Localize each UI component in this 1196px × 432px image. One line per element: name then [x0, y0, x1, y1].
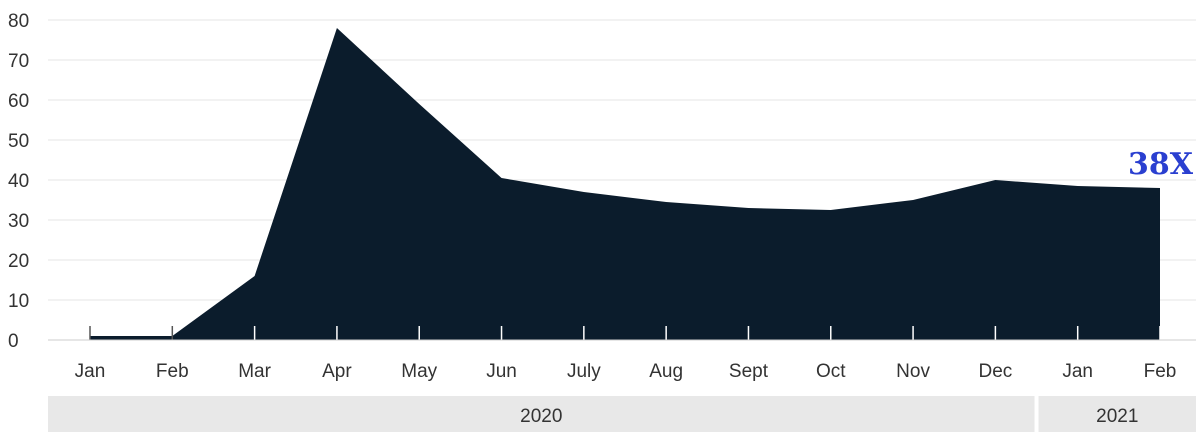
x-tick-label: May — [401, 361, 437, 382]
year-band-2021 — [1038, 396, 1196, 432]
y-tick-label: 70 — [8, 51, 29, 72]
y-axis: 0 10 20 30 40 50 60 70 80 — [8, 11, 29, 352]
x-tick-label: Dec — [978, 361, 1012, 382]
year-label: 2020 — [520, 406, 562, 427]
x-tick-label: Jan — [1062, 361, 1093, 382]
x-tick-label: Feb — [156, 361, 189, 382]
x-tick-label: Nov — [896, 361, 930, 382]
year-label: 2021 — [1096, 406, 1138, 427]
x-tick-label: Sept — [729, 361, 769, 382]
year-bands: 2020 2021 — [48, 396, 1196, 432]
x-tick-label: Oct — [816, 361, 846, 382]
annotations: 38X — [1128, 147, 1194, 182]
y-tick-label: 10 — [8, 291, 29, 312]
y-tick-label: 80 — [8, 11, 29, 32]
x-axis: Jan Feb Mar Apr May Jun July Aug Sept Oct Nov Dec Ja… — [48, 326, 1196, 382]
y-tick-label: 60 — [8, 91, 29, 112]
x-tick-label: Aug — [649, 361, 683, 382]
x-tick-label: Feb — [1144, 361, 1177, 382]
x-tick-label: July — [567, 361, 601, 382]
x-tick-label: Jun — [486, 361, 517, 382]
x-tick-label: Apr — [322, 361, 352, 382]
year-band-2020 — [48, 396, 1035, 432]
y-tick-label: 50 — [8, 131, 29, 152]
y-tick-label: 20 — [8, 251, 29, 272]
area-series — [90, 28, 1160, 340]
x-tick-label: Mar — [238, 361, 271, 382]
area-layer — [90, 28, 1160, 340]
y-tick-label: 0 — [8, 331, 19, 352]
y-tick-label: 40 — [8, 171, 29, 192]
final-value-annotation: 38X — [1128, 147, 1194, 182]
x-tick-label: Jan — [75, 361, 106, 382]
y-tick-label: 30 — [8, 211, 29, 232]
